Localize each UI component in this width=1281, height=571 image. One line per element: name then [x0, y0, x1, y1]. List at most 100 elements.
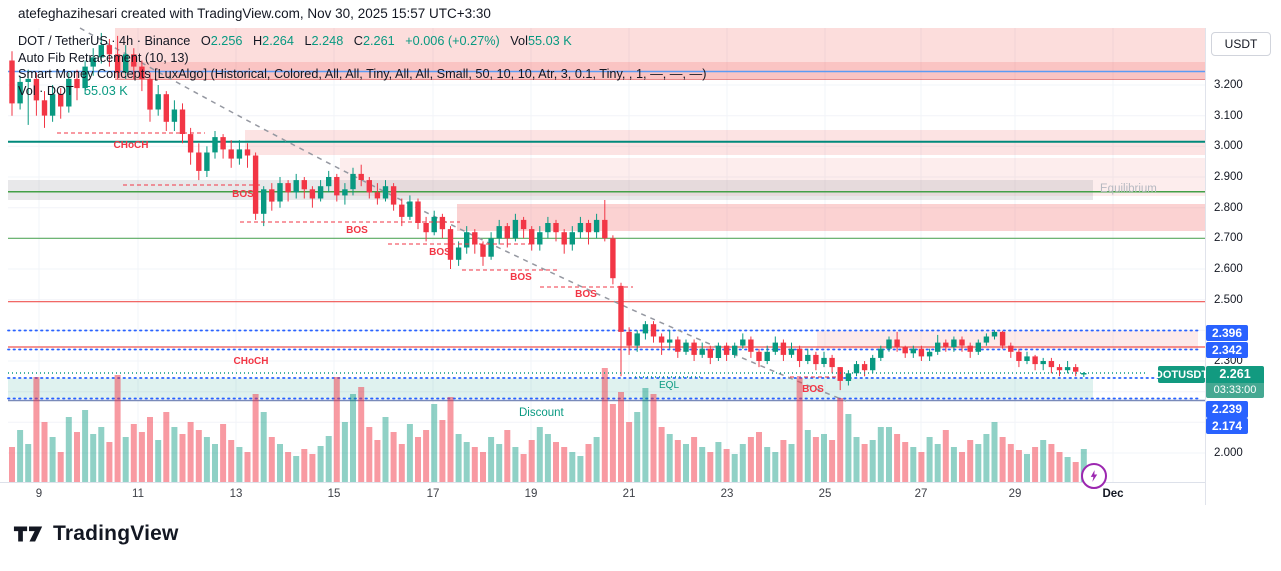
price-tick-label: 2.600 — [1214, 263, 1243, 275]
candle — [358, 173, 364, 180]
volume-bar — [991, 422, 998, 482]
candle — [561, 232, 567, 245]
candle — [805, 354, 811, 361]
candle — [447, 229, 454, 260]
candle — [1048, 361, 1055, 368]
legend-volume-row[interactable]: Vol · DOT 55.03 K — [18, 83, 706, 100]
volume-bars — [9, 368, 1087, 482]
volume-bar — [187, 422, 194, 482]
credit-line: atefeghazihesari created with TradingVie… — [18, 6, 491, 21]
volume-bar — [65, 417, 72, 482]
volume-bar — [699, 447, 706, 482]
candle — [41, 100, 48, 116]
candle — [244, 149, 251, 156]
zone-supply-b — [340, 158, 1205, 196]
zone-equilibrium-band — [8, 180, 1093, 200]
volume-bar — [293, 456, 300, 482]
price-tick-label: 3.200 — [1214, 79, 1243, 91]
structure-label-choch: CHoCH — [233, 356, 269, 367]
volume-bar — [877, 427, 884, 482]
time-axis[interactable]: 9 11 13 15 17 19 21 23 25 27 29 Dec — [0, 482, 1205, 506]
volume-bar — [220, 424, 227, 482]
volume-bar — [674, 440, 681, 482]
lightning-icon — [1090, 470, 1098, 482]
volume-bar — [358, 387, 365, 482]
tradingview-logo[interactable]: TradingView — [13, 522, 179, 546]
high-key: H — [252, 34, 263, 48]
candle — [991, 331, 998, 337]
volume-bar — [715, 442, 722, 482]
volume-bar — [812, 437, 819, 482]
time-tick-label: 19 — [524, 488, 538, 500]
candle — [25, 78, 31, 82]
volume-bar — [179, 434, 186, 482]
volume-bar — [114, 375, 121, 482]
smc-title[interactable]: Smart Money Concepts [LuxAlgo] (Historic… — [18, 67, 707, 81]
price-tick-label: 2.700 — [1214, 232, 1243, 245]
volume-bar — [731, 454, 738, 482]
volume-bar — [869, 440, 876, 482]
volume-bar — [317, 446, 324, 482]
volume-bar — [999, 437, 1006, 482]
legend-symbol-row[interactable]: DOT / TetherUS · 4h · Binance O2.256 H2.… — [18, 33, 706, 50]
zone-label-eql: EQL — [659, 380, 680, 391]
candle — [918, 348, 925, 357]
last-price-badge: 2.261 03:33:00 — [1206, 366, 1264, 398]
flash-button[interactable] — [1081, 463, 1107, 489]
candle — [813, 354, 819, 365]
candle — [772, 342, 778, 352]
chart-legend: DOT / TetherUS · 4h · Binance O2.256 H2.… — [18, 33, 706, 99]
candle — [472, 232, 478, 245]
volume-bar — [861, 444, 868, 482]
volume-bar — [593, 437, 600, 482]
candle — [439, 216, 446, 230]
candle — [496, 226, 502, 239]
volume-bar — [967, 440, 974, 482]
vol-value: 55.03 K — [527, 34, 572, 48]
volume-bar — [821, 434, 827, 482]
volume-bar — [9, 447, 15, 482]
candle — [1024, 356, 1030, 361]
legend-smc-row[interactable]: Smart Money Concepts [LuxAlgo] (Historic… — [18, 66, 706, 83]
candle — [959, 339, 965, 346]
volume-bar — [975, 444, 982, 482]
candle — [983, 336, 990, 343]
volume-bar — [374, 440, 381, 482]
candle — [512, 219, 519, 239]
volume-bar — [772, 452, 779, 482]
legend-autofib-row[interactable]: Auto Fib Retracement (10, 13) — [18, 50, 706, 67]
candle — [764, 351, 770, 361]
candle — [407, 201, 413, 217]
candle — [1008, 345, 1014, 352]
volume-bar — [561, 447, 568, 482]
candle — [699, 348, 705, 355]
volume-bar — [212, 444, 218, 482]
volume-indicator-value: 55.03 K — [84, 83, 128, 98]
volume-bar — [252, 394, 259, 482]
time-tick-label: 9 — [35, 488, 43, 500]
candle — [667, 339, 673, 343]
currency-toggle-button[interactable]: USDT — [1211, 32, 1271, 56]
volume-bar — [49, 437, 56, 482]
candle — [342, 189, 348, 196]
autofib-title[interactable]: Auto Fib Retracement (10, 13) — [18, 50, 189, 65]
bar-countdown: 03:33:00 — [1206, 383, 1264, 398]
volume-bar — [1080, 449, 1087, 482]
structure-label-bos: BOS — [510, 272, 532, 283]
candle — [967, 345, 973, 352]
candle — [894, 339, 900, 348]
volume-bar — [171, 427, 178, 482]
volume-bar — [423, 430, 430, 482]
volume-bar — [764, 447, 771, 482]
candle — [902, 347, 908, 354]
volume-indicator-title[interactable]: Vol · DOT — [18, 83, 74, 98]
volume-bar — [658, 427, 665, 482]
candle — [821, 357, 827, 364]
volume-bar — [195, 430, 202, 482]
candle — [634, 333, 640, 346]
symbol-title[interactable]: DOT / TetherUS · 4h · Binance — [18, 34, 191, 48]
candle — [399, 204, 405, 217]
candle — [602, 219, 608, 239]
candle — [131, 54, 137, 67]
